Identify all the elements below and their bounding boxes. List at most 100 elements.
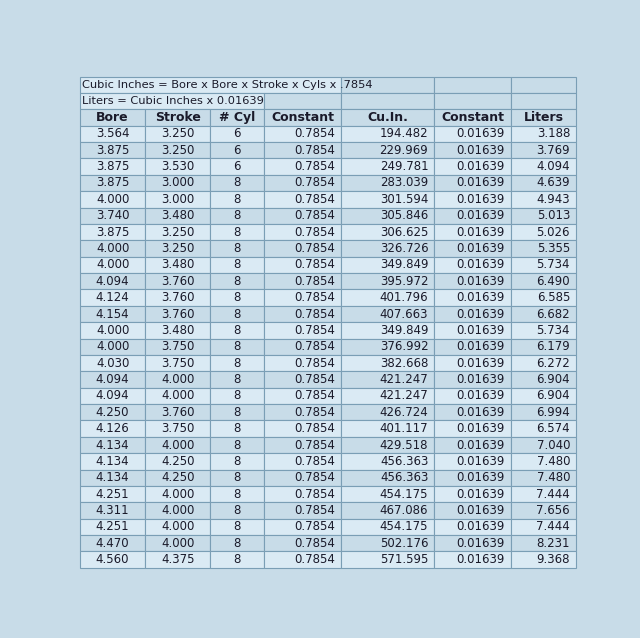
Text: 0.7854: 0.7854	[294, 406, 335, 419]
Bar	[211, 420, 264, 437]
Bar	[211, 486, 264, 502]
Bar	[264, 453, 340, 470]
Bar	[264, 109, 340, 126]
Bar	[435, 519, 511, 535]
Bar	[340, 241, 435, 256]
Text: 0.01639: 0.01639	[456, 487, 505, 501]
Bar	[511, 306, 576, 322]
Bar	[511, 241, 576, 256]
Bar	[264, 256, 340, 273]
Text: 0.01639: 0.01639	[456, 177, 505, 189]
Text: 3.188: 3.188	[537, 128, 570, 140]
Text: 0.7854: 0.7854	[294, 128, 335, 140]
Text: 6: 6	[234, 128, 241, 140]
Text: 0.7854: 0.7854	[294, 553, 335, 566]
Bar	[145, 142, 211, 158]
Text: 0.7854: 0.7854	[294, 422, 335, 435]
Text: 0.01639: 0.01639	[456, 144, 505, 157]
Text: 306.625: 306.625	[380, 226, 428, 239]
Bar	[80, 388, 145, 404]
Bar	[340, 126, 435, 142]
Text: 6.904: 6.904	[536, 389, 570, 403]
Text: 0.7854: 0.7854	[294, 438, 335, 452]
Bar	[435, 224, 511, 241]
Text: 0.7854: 0.7854	[294, 357, 335, 369]
Text: 349.849: 349.849	[380, 324, 428, 337]
Bar	[340, 191, 435, 207]
Bar	[435, 322, 511, 339]
Bar	[145, 453, 211, 470]
Bar	[435, 109, 511, 126]
Bar	[264, 420, 340, 437]
Text: 8: 8	[234, 258, 241, 271]
Bar	[264, 404, 340, 420]
Bar	[511, 519, 576, 535]
Bar	[340, 388, 435, 404]
Text: 3.769: 3.769	[536, 144, 570, 157]
Text: 3.530: 3.530	[161, 160, 195, 173]
Bar	[80, 175, 145, 191]
Bar	[211, 142, 264, 158]
Bar	[211, 355, 264, 371]
Text: 4.000: 4.000	[161, 438, 195, 452]
Text: 3.750: 3.750	[161, 340, 195, 353]
Bar	[340, 404, 435, 420]
Bar	[435, 486, 511, 502]
Bar	[80, 437, 145, 453]
Bar	[340, 535, 435, 551]
Bar	[264, 388, 340, 404]
Text: 4.094: 4.094	[536, 160, 570, 173]
Bar	[435, 502, 511, 519]
Text: 8.231: 8.231	[536, 537, 570, 550]
Text: 8: 8	[234, 389, 241, 403]
Bar	[211, 388, 264, 404]
Bar	[340, 453, 435, 470]
Bar	[211, 273, 264, 290]
Bar	[80, 535, 145, 551]
Bar	[145, 290, 211, 306]
Bar	[511, 322, 576, 339]
Bar	[511, 486, 576, 502]
Bar	[264, 142, 340, 158]
Text: 7.040: 7.040	[536, 438, 570, 452]
Bar	[211, 551, 264, 568]
Bar	[264, 486, 340, 502]
Text: 502.176: 502.176	[380, 537, 428, 550]
Bar	[511, 535, 576, 551]
Bar	[264, 437, 340, 453]
Text: 4.134: 4.134	[96, 438, 129, 452]
Bar	[511, 290, 576, 306]
Text: 0.7854: 0.7854	[294, 521, 335, 533]
Text: 5.355: 5.355	[537, 242, 570, 255]
Text: 0.7854: 0.7854	[294, 209, 335, 222]
Bar	[435, 126, 511, 142]
Text: 401.796: 401.796	[380, 291, 428, 304]
Bar	[264, 224, 340, 241]
Bar	[511, 437, 576, 453]
Bar	[264, 551, 340, 568]
Text: 6: 6	[234, 144, 241, 157]
Bar	[80, 126, 145, 142]
Text: 3.875: 3.875	[96, 160, 129, 173]
Bar	[340, 420, 435, 437]
Text: 0.01639: 0.01639	[456, 422, 505, 435]
Text: 0.01639: 0.01639	[456, 291, 505, 304]
Bar	[80, 519, 145, 535]
Text: 8: 8	[234, 357, 241, 369]
Text: 4.251: 4.251	[96, 487, 129, 501]
Text: 3.760: 3.760	[161, 406, 195, 419]
Bar	[340, 77, 435, 93]
Bar	[145, 339, 211, 355]
Text: 3.250: 3.250	[161, 242, 195, 255]
Bar	[211, 519, 264, 535]
Text: 194.482: 194.482	[380, 128, 428, 140]
Text: 7.444: 7.444	[536, 521, 570, 533]
Text: 4.000: 4.000	[161, 373, 195, 386]
Bar	[340, 142, 435, 158]
Bar	[435, 551, 511, 568]
Text: 8: 8	[234, 275, 241, 288]
Text: 454.175: 454.175	[380, 487, 428, 501]
Bar	[264, 519, 340, 535]
Bar	[435, 256, 511, 273]
Bar	[264, 207, 340, 224]
